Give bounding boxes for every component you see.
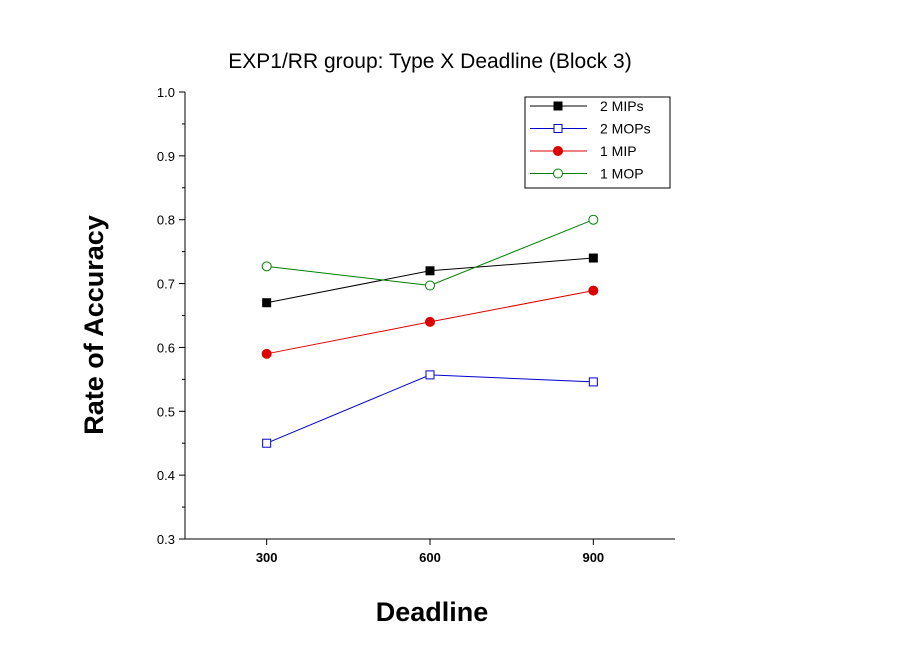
series-line — [266, 374, 594, 444]
series-0 — [262, 253, 598, 308]
y-tick-label: 0.6 — [157, 340, 175, 355]
data-point — [588, 377, 598, 387]
legend-box — [524, 96, 671, 189]
series-1 — [262, 370, 598, 448]
y-tick-label: 0.9 — [157, 149, 175, 164]
legend-marker — [553, 168, 563, 179]
legend-item: 1 MOP — [530, 166, 644, 182]
legend-marker — [553, 124, 563, 133]
legend: 2 MIPs 2 MOPs 1 MIP 1 MOP — [524, 96, 671, 189]
data-point — [261, 348, 272, 359]
data-point — [425, 370, 435, 380]
series-line — [266, 219, 594, 286]
data-point — [588, 214, 599, 225]
y-tick-label: 0.4 — [157, 468, 175, 483]
x-ticks: 300 600 900 — [256, 539, 604, 565]
y-tick-label: 0.3 — [157, 532, 175, 547]
legend-marker — [553, 101, 563, 111]
series-layer — [261, 214, 599, 448]
legend-label: 1 MIP — [600, 143, 637, 159]
chart-title: EXP1/RR group: Type X Deadline (Block 3) — [228, 50, 631, 73]
y-tick-label: 0.8 — [157, 213, 175, 228]
legend-label: 2 MIPs — [600, 98, 644, 114]
y-tick-label: 0.5 — [157, 404, 175, 419]
series-line — [266, 257, 594, 304]
x-tick-label: 600 — [419, 550, 441, 565]
x-axis-label: Deadline — [376, 597, 489, 627]
y-tick-label: 0.7 — [157, 277, 175, 292]
y-tick-label: 1.0 — [157, 85, 175, 100]
y-axis-label: Rate of Accuracy — [79, 215, 109, 435]
legend-item: 1 MIP — [530, 143, 637, 159]
data-point — [261, 261, 272, 272]
data-point — [425, 316, 435, 327]
data-point — [588, 253, 598, 263]
data-point — [425, 280, 435, 291]
data-point — [262, 298, 272, 308]
legend-marker — [553, 146, 563, 156]
x-tick-label: 900 — [582, 550, 604, 565]
series-2 — [261, 285, 599, 359]
legend-label: 1 MOP — [600, 166, 644, 182]
legend-item: 2 MOPs — [530, 121, 651, 137]
x-tick-label: 300 — [256, 550, 278, 565]
series-3 — [261, 214, 599, 291]
y-ticks: 0.3 0.4 0.5 0.6 0.7 0.8 0.9 1.0 — [157, 85, 185, 547]
data-point — [262, 438, 272, 448]
legend-label: 2 MOPs — [600, 121, 651, 137]
data-point — [588, 285, 599, 296]
legend-item: 2 MIPs — [530, 98, 644, 114]
data-point — [425, 266, 435, 276]
